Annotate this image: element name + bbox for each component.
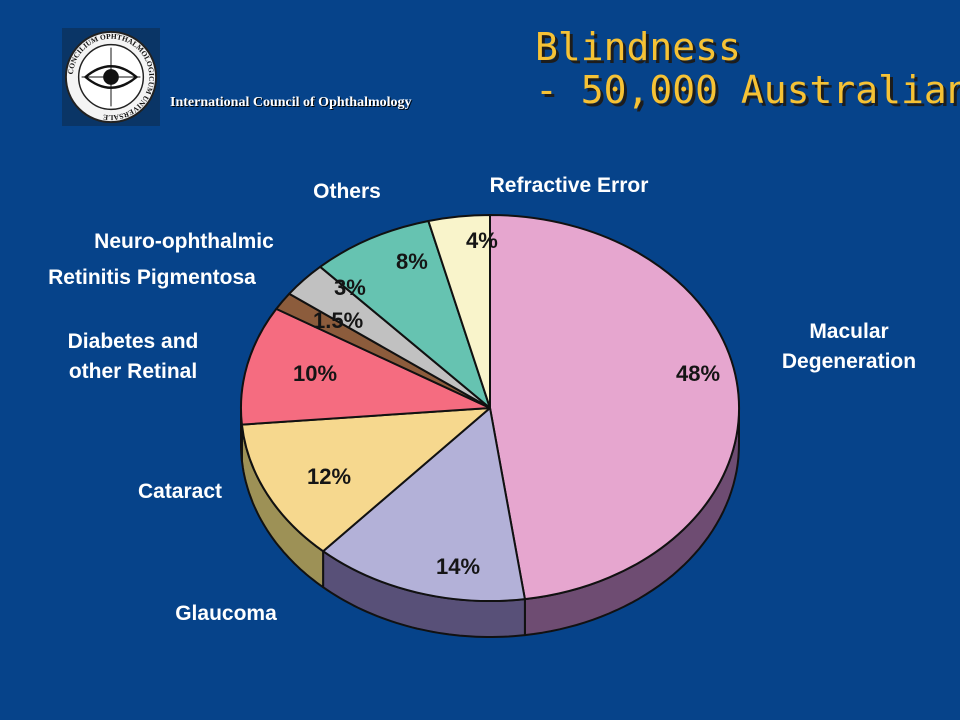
value-label-diabetes-and-other-retinal: 10% — [293, 361, 337, 386]
category-label-others: Others — [313, 180, 381, 203]
pie-slice-diabetes-and-other-retinal — [240, 307, 491, 426]
organization-name: International Council of Ophthalmology — [170, 95, 412, 110]
title-line-1: Blindness — [535, 25, 741, 69]
ico-logo-emblem: CONCILIUM OPHTHALMOLOGICUM UNIVERSALE — [62, 28, 160, 126]
pie-slice-cataract — [240, 407, 491, 553]
category-label-refractive-error: Refractive Error — [490, 174, 649, 197]
value-label-macular-degeneration: 48% — [676, 361, 720, 386]
pie-slice-macular-degeneration — [489, 214, 741, 601]
category-label-macular-degeneration: Macular Degeneration — [782, 320, 916, 373]
category-label-retinitis-pigmentosa: Retinitis Pigmentosa — [48, 266, 256, 289]
value-label-glaucoma: 14% — [436, 554, 480, 579]
category-label-neuro-ophthalmic: Neuro-ophthalmic — [94, 230, 274, 253]
value-label-neuro-ophthalmic: 3% — [334, 275, 366, 300]
slide-title: Blindness - 50,000 Australians — [535, 26, 960, 112]
category-label-cataract: Cataract — [138, 480, 222, 503]
pie-slice-glaucoma — [322, 407, 526, 602]
pie-slice-others — [319, 220, 491, 409]
category-label-diabetes-and-other-retinal: Diabetes and other Retinal — [68, 330, 199, 383]
pie-top-group — [240, 214, 741, 602]
title-line-2: - 50,000 Australians — [535, 67, 960, 112]
value-label-refractive-error: 4% — [466, 228, 498, 253]
value-label-retinitis-pigmentosa: 1.5% — [313, 308, 363, 333]
value-label-others: 8% — [396, 249, 428, 274]
value-label-cataract: 12% — [307, 464, 351, 489]
category-label-glaucoma: Glaucoma — [175, 602, 277, 625]
eye-emblem-icon — [81, 47, 141, 107]
pie-slice-refractive-error — [427, 214, 491, 409]
